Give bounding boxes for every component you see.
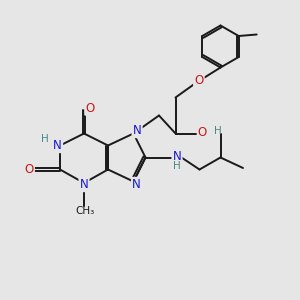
Text: N: N [172,149,182,163]
Text: O: O [198,125,207,139]
Text: N: N [80,178,88,191]
Text: O: O [25,163,34,176]
Text: H: H [173,161,181,171]
Text: N: N [53,139,62,152]
Text: H: H [214,126,221,136]
Text: N: N [132,178,141,191]
Text: H: H [40,134,48,145]
Text: O: O [85,101,94,115]
Text: O: O [194,74,203,87]
Text: N: N [133,124,142,137]
Text: CH₃: CH₃ [76,206,95,217]
